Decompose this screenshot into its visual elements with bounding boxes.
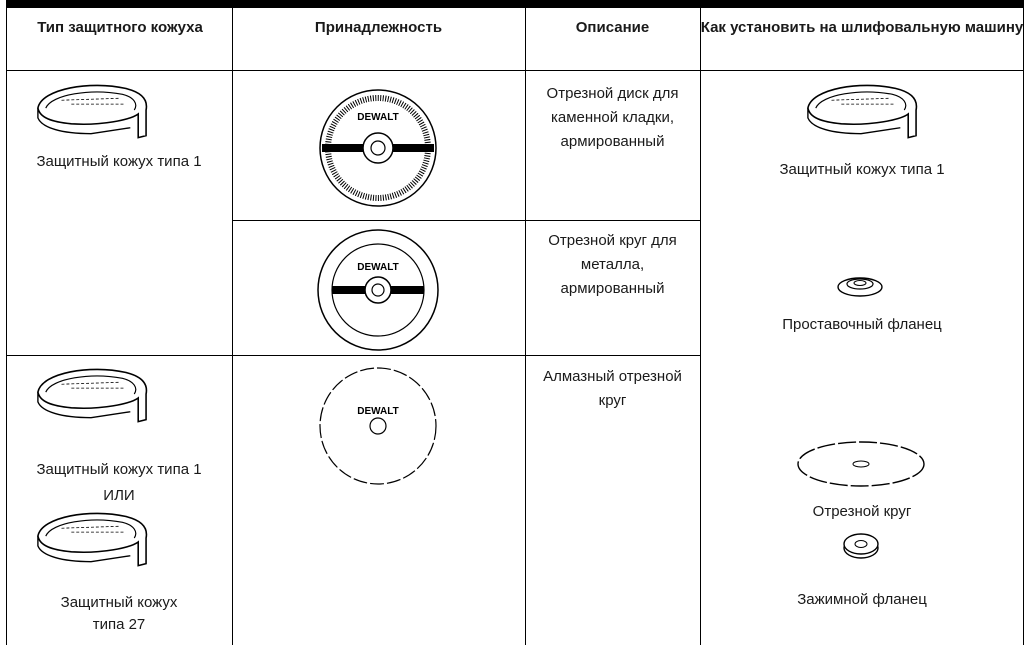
brand-logo: DEWALT [357, 406, 398, 417]
description: Отрезной круг для металла, армированный [548, 232, 677, 297]
border [1023, 0, 1024, 645]
brand-logo: DEWALT [357, 112, 398, 123]
install-label: Защитный кожух типа 1 [779, 161, 945, 178]
install-label: Зажимной фланец [797, 591, 927, 608]
flange-icon [837, 277, 883, 297]
guard-label: Защитный кожух типа 27 [60, 594, 178, 633]
border [525, 8, 526, 645]
header-bar [6, 0, 1024, 8]
header: Как установить на шлифовальную машину [700, 19, 1024, 36]
clamp-flange-icon [843, 533, 879, 559]
border [6, 0, 7, 645]
header: Тип защитного кожуха [37, 19, 203, 36]
guard-icon [32, 78, 150, 148]
guard-icon [802, 78, 920, 148]
border [6, 355, 700, 356]
border [700, 8, 701, 645]
disc-icon: DEWALT [319, 89, 437, 207]
border [6, 70, 1024, 71]
guard-icon [32, 506, 150, 576]
border [232, 220, 700, 221]
description: Отрезной диск для каменной кладки, армир… [546, 85, 679, 150]
disc-icon: DEWALT [317, 229, 439, 351]
guard-label: Защитный кожух типа 1 [36, 153, 202, 170]
disc-icon: DEWALT [319, 367, 437, 485]
install-label: Проставочный фланец [782, 316, 942, 333]
header: Принадлежность [314, 19, 443, 36]
description: Алмазный отрезной круг [543, 368, 682, 409]
or-label: ИЛИ [103, 487, 135, 504]
install-label: Отрезной круг [812, 503, 912, 520]
disc-side-icon [797, 441, 925, 487]
guard-icon [32, 362, 150, 432]
header: Описание [575, 19, 650, 36]
guard-label: Защитный кожух типа 1 [36, 461, 202, 478]
border [232, 8, 233, 645]
brand-logo: DEWALT [357, 262, 398, 273]
